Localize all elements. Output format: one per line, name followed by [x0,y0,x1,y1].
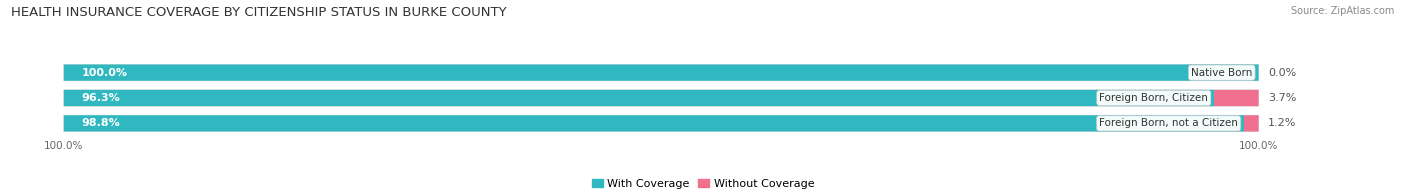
FancyBboxPatch shape [63,90,1258,106]
FancyBboxPatch shape [63,115,1244,132]
Text: Foreign Born, not a Citizen: Foreign Born, not a Citizen [1099,118,1239,128]
Text: 98.8%: 98.8% [82,118,121,128]
FancyBboxPatch shape [63,64,1258,81]
Legend: With Coverage, Without Coverage: With Coverage, Without Coverage [592,179,814,189]
FancyBboxPatch shape [1244,115,1258,132]
FancyBboxPatch shape [63,64,1258,81]
Text: Foreign Born, Citizen: Foreign Born, Citizen [1099,93,1208,103]
Text: Native Born: Native Born [1191,68,1253,78]
FancyBboxPatch shape [63,115,1258,132]
Text: 100.0%: 100.0% [82,68,128,78]
FancyBboxPatch shape [1215,90,1258,106]
Text: HEALTH INSURANCE COVERAGE BY CITIZENSHIP STATUS IN BURKE COUNTY: HEALTH INSURANCE COVERAGE BY CITIZENSHIP… [11,6,508,19]
Text: 0.0%: 0.0% [1268,68,1296,78]
Text: 100.0%: 100.0% [1239,141,1278,151]
Text: 1.2%: 1.2% [1268,118,1296,128]
Text: 3.7%: 3.7% [1268,93,1296,103]
Text: 96.3%: 96.3% [82,93,121,103]
Text: 100.0%: 100.0% [44,141,83,151]
Text: Source: ZipAtlas.com: Source: ZipAtlas.com [1291,6,1395,16]
FancyBboxPatch shape [63,90,1215,106]
